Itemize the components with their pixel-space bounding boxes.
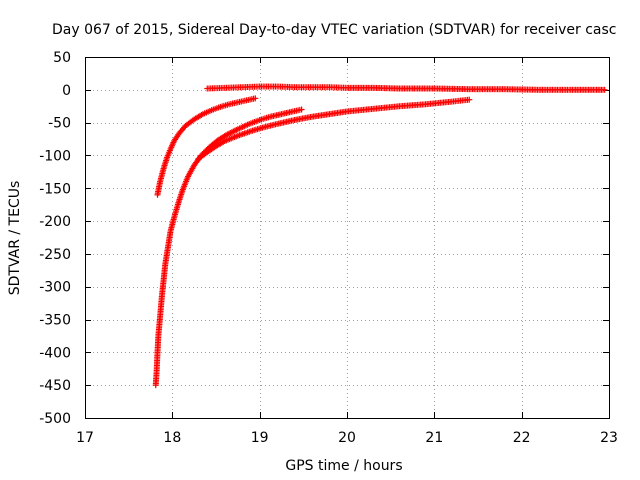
y-axis-label: SDTVAR / TECUs	[7, 181, 23, 296]
y-tick-label: -100	[39, 148, 71, 164]
data-marker	[163, 156, 170, 163]
y-tick-label: -350	[39, 313, 71, 329]
data-marker	[464, 96, 471, 103]
data-marker	[166, 147, 173, 154]
data-marker	[184, 175, 191, 182]
y-tick-label: -50	[48, 116, 71, 132]
data-marker	[206, 107, 213, 114]
chart-title: Day 067 of 2015, Sidereal Day-to-day VTE…	[52, 22, 616, 38]
data-marker	[290, 117, 297, 124]
y-tick-labels: 50 0 -50 -100 -150 -200 -250 -300 -350 -400 -450 -5…	[39, 50, 71, 427]
x-tick-label: 20	[338, 430, 356, 446]
y-tick-label: 0	[62, 83, 71, 99]
grid	[85, 57, 609, 418]
data-marker	[170, 139, 177, 146]
data-marker	[179, 188, 186, 195]
data-marker	[233, 99, 240, 106]
y-tick-label: -450	[39, 378, 71, 394]
data-marker	[244, 121, 251, 128]
data-marks	[152, 83, 608, 389]
data-marker	[175, 131, 182, 138]
x-tick-label: 23	[600, 430, 618, 446]
x-tick-label: 17	[76, 430, 94, 446]
data-marker	[233, 133, 240, 140]
data-marker	[265, 114, 272, 121]
data-marker	[160, 167, 167, 174]
data-marker	[241, 97, 248, 104]
x-tick-label: 21	[425, 430, 443, 446]
data-marker	[246, 128, 253, 135]
y-tick-label: -400	[39, 345, 71, 361]
data-marker	[259, 124, 266, 131]
x-tick-labels: 17 18 19 20 21 22 23	[76, 430, 618, 446]
data-marker	[296, 106, 303, 113]
data-marker	[198, 111, 205, 118]
x-tick-label: 18	[163, 430, 181, 446]
y-tick-label: 50	[53, 50, 71, 66]
data-marker	[224, 101, 231, 108]
y-tick-label: -150	[39, 181, 71, 197]
data-marker	[215, 104, 222, 111]
data-marker	[170, 216, 177, 223]
data-marker	[276, 111, 283, 118]
data-marker	[174, 201, 181, 208]
data-marker	[288, 108, 295, 115]
y-tick-label: -250	[39, 247, 71, 263]
y-tick-label: -300	[39, 280, 71, 296]
data-marker	[250, 95, 257, 102]
data-marker	[254, 117, 261, 124]
x-tick-label: 19	[251, 430, 269, 446]
data-marker	[233, 126, 240, 133]
data-marker	[156, 180, 163, 187]
x-axis-label: GPS time / hours	[285, 458, 402, 474]
data-marker	[190, 163, 197, 170]
data-marker	[220, 138, 227, 145]
data-marker	[272, 121, 279, 128]
x-tick-label: 22	[513, 430, 531, 446]
plot-frame	[85, 57, 610, 419]
data-marker	[167, 229, 174, 236]
y-tick-label: -500	[39, 411, 71, 427]
data-marker	[600, 86, 607, 93]
y-tick-label: -200	[39, 214, 71, 230]
